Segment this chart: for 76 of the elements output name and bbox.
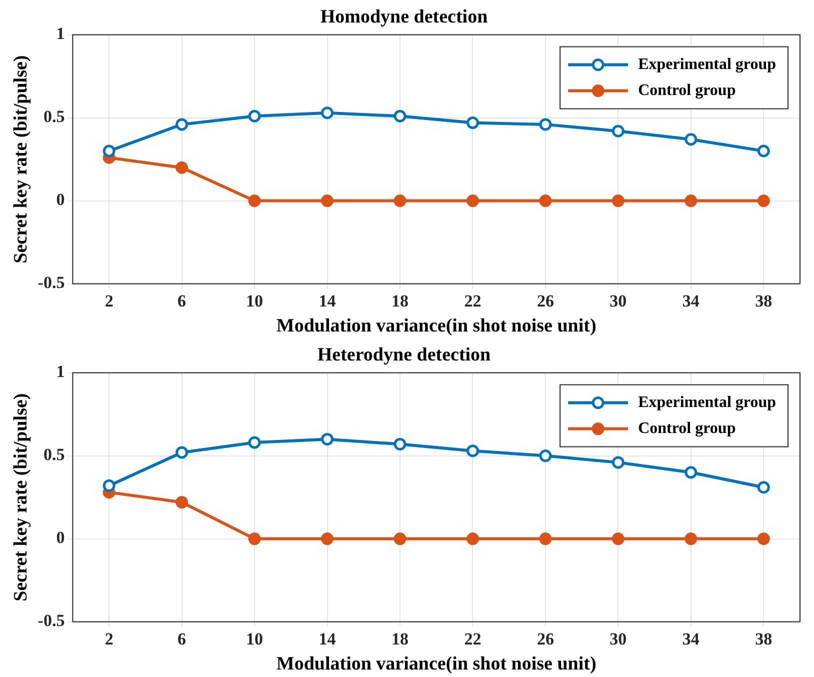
x-tick-label: 2: [104, 629, 114, 648]
point: [539, 194, 552, 208]
point: [248, 532, 261, 546]
x-tick-label: 10: [246, 291, 264, 310]
point: [539, 532, 552, 546]
point: [176, 496, 188, 509]
x-tick-label: 30: [610, 629, 627, 648]
x-tick-label: 2: [104, 291, 114, 310]
y-axis-title: Secret key rate (bit/pulse): [10, 393, 32, 602]
point: [757, 532, 770, 546]
x-tick-label: 34: [682, 291, 700, 310]
y-tick-label: 0: [56, 528, 65, 548]
legend-label: Experimental group: [638, 394, 776, 411]
y-tick-label: -0.5: [38, 611, 65, 630]
point: [466, 194, 479, 208]
point: [102, 144, 116, 158]
y-tick-label: 1: [56, 24, 65, 44]
x-tick-label: 14: [318, 291, 336, 310]
x-tick-label: 22: [464, 629, 482, 648]
point: [176, 446, 188, 459]
point: [612, 124, 624, 138]
y-axis-title: Secret key rate (bit/pulse): [10, 55, 32, 264]
x-tick-label: 30: [610, 291, 627, 310]
point: [248, 110, 261, 122]
x-tick-label: 14: [318, 629, 336, 648]
point: [757, 144, 770, 158]
point: [612, 194, 624, 208]
point: [176, 161, 188, 174]
x-tick-label: 6: [178, 629, 186, 648]
point: [466, 532, 479, 546]
x-tick-label: 18: [391, 629, 408, 648]
point: [539, 118, 552, 131]
point: [321, 106, 334, 120]
y-tick-label: 0.5: [43, 445, 65, 464]
x-axis-title: Modulation variance(in shot noise unit): [276, 654, 596, 675]
y-tick-label: 0: [56, 190, 65, 210]
point: [176, 118, 188, 131]
point: [321, 194, 334, 208]
chart-title: Homodyne detection: [320, 6, 488, 28]
legend-label: Experimental group: [638, 56, 776, 73]
point: [684, 532, 698, 546]
point: [612, 532, 624, 546]
x-tick-label: 26: [536, 629, 554, 648]
point: [248, 436, 261, 449]
point: [466, 116, 479, 130]
x-tick-label: 34: [682, 629, 700, 648]
legend-label: Control group: [638, 82, 736, 99]
point: [684, 133, 698, 146]
x-tick-label: 22: [464, 291, 482, 310]
x-tick-label: 26: [536, 291, 554, 310]
point: [321, 432, 334, 446]
point: [757, 481, 770, 494]
point: [321, 532, 334, 546]
y-tick-label: -0.5: [38, 273, 65, 292]
x-axis-title: Modulation variance(in shot noise unit): [276, 316, 596, 337]
point: [539, 450, 552, 462]
point: [466, 444, 479, 458]
x-tick-label: 10: [246, 629, 264, 648]
x-tick-label: 18: [391, 291, 408, 310]
x-tick-label: 6: [178, 291, 186, 310]
y-tick-label: 0.5: [43, 107, 65, 126]
point: [102, 479, 116, 492]
point: [394, 194, 406, 208]
chart-title: Heterodyne detection: [317, 344, 492, 366]
point: [612, 456, 624, 469]
point: [394, 532, 406, 546]
point: [394, 438, 406, 450]
x-tick-label: 38: [755, 291, 772, 310]
point: [248, 194, 261, 208]
x-tick-label: 38: [755, 629, 772, 648]
legend-label: Control group: [638, 420, 736, 437]
point: [684, 466, 698, 479]
y-tick-label: 1: [56, 362, 65, 382]
point: [394, 110, 406, 122]
point: [757, 194, 770, 208]
point: [684, 194, 698, 208]
